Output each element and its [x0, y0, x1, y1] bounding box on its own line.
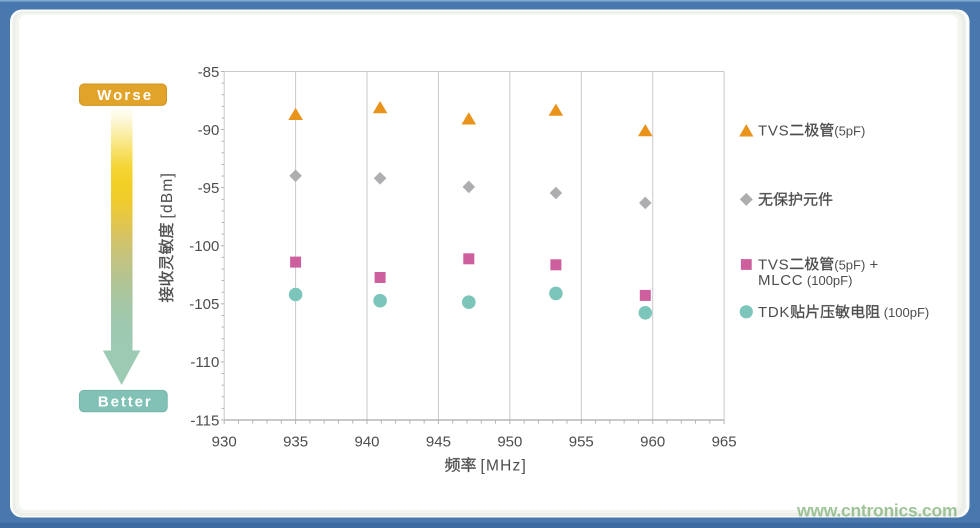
svg-text:Better: Better	[98, 393, 153, 410]
svg-text:[dBm]: [dBm]	[159, 172, 176, 218]
svg-text:+: +	[865, 256, 878, 273]
svg-text:955: 955	[569, 433, 594, 450]
svg-text:-110: -110	[190, 354, 219, 371]
svg-text:TDK: TDK	[758, 304, 790, 321]
svg-text:TVS: TVS	[758, 256, 789, 273]
svg-text:(5pF): (5pF)	[834, 257, 865, 272]
svg-text:-90: -90	[198, 122, 220, 139]
svg-text:945: 945	[426, 433, 451, 450]
svg-text:(100pF): (100pF)	[880, 305, 929, 320]
svg-text:-95: -95	[198, 180, 220, 197]
svg-text:-115: -115	[190, 412, 219, 429]
svg-text:-100: -100	[189, 238, 219, 255]
svg-text:935: 935	[283, 433, 308, 450]
svg-text:MLCC: MLCC	[758, 272, 803, 289]
svg-text:930: 930	[212, 433, 237, 450]
svg-text:-85: -85	[198, 64, 220, 81]
svg-text:TVS: TVS	[758, 122, 789, 139]
svg-text:www.cntronics.com: www.cntronics.com	[796, 500, 957, 520]
svg-text:Worse: Worse	[97, 87, 153, 104]
svg-text:960: 960	[640, 433, 665, 450]
svg-text:[MHz]: [MHz]	[481, 458, 527, 475]
svg-text:-105: -105	[189, 296, 219, 313]
svg-text:950: 950	[497, 433, 522, 450]
svg-text:940: 940	[355, 433, 380, 450]
svg-text:(5pF): (5pF)	[834, 123, 865, 138]
svg-text:965: 965	[712, 433, 737, 450]
svg-text:(100pF): (100pF)	[803, 273, 852, 288]
